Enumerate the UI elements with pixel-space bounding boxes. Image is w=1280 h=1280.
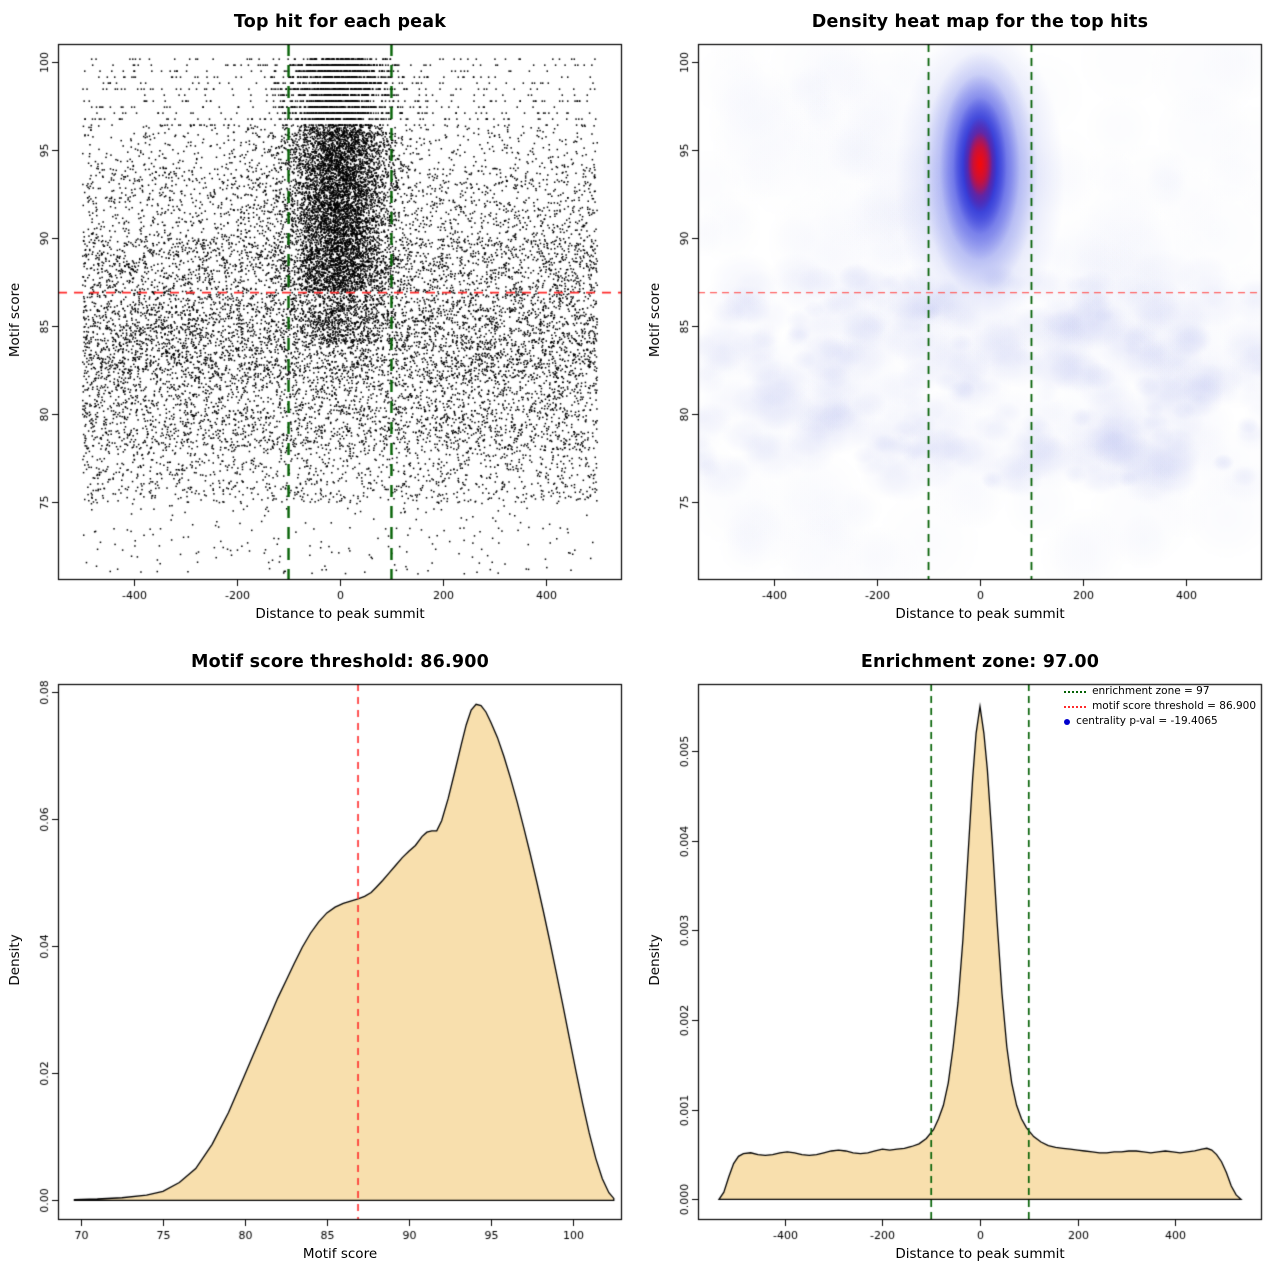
x-axis-label: Distance to peak summit <box>255 606 425 622</box>
legend-label: centrality p-val = -19.4065 <box>1076 715 1218 727</box>
scatter-plot-canvas <box>0 0 640 640</box>
plot-title: Enrichment zone: 97.00 <box>860 652 1100 672</box>
y-axis-label: Motif score <box>7 282 23 358</box>
blue-point-swatch <box>1064 718 1071 725</box>
y-axis-label: Density <box>7 934 23 986</box>
motif-density-canvas <box>0 640 640 1280</box>
legend-item-centrality-pval: centrality p-val = -19.4065 <box>1064 714 1256 729</box>
panel-enrichment-zone-density: Enrichment zone: 97.00 Distance to peak … <box>640 640 1280 1280</box>
legend-label: motif score threshold = 86.900 <box>1092 700 1256 712</box>
distance-density-canvas <box>640 640 1280 1280</box>
x-axis-label: Distance to peak summit <box>895 1246 1065 1262</box>
red-dotted-line-swatch <box>1064 705 1087 708</box>
plot-title: Top hit for each peak <box>233 12 447 32</box>
heatmap-canvas <box>640 0 1280 640</box>
legend: enrichment zone = 97 motif score thresho… <box>1064 684 1256 729</box>
y-axis-label: Density <box>647 934 663 986</box>
y-axis-label: Motif score <box>647 282 663 358</box>
legend-item-motif-threshold: motif score threshold = 86.900 <box>1064 699 1256 714</box>
plot-title: Density heat map for the top hits <box>811 12 1149 32</box>
x-axis-label: Motif score <box>302 1246 378 1262</box>
panel-motif-score-density: Motif score threshold: 86.900 Motif scor… <box>0 640 640 1280</box>
legend-item-enrichment-zone: enrichment zone = 97 <box>1064 684 1256 699</box>
green-dotted-line-swatch <box>1064 690 1087 693</box>
panel-top-hit-scatter: Top hit for each peak Distance to peak s… <box>0 0 640 640</box>
plot-title: Motif score threshold: 86.900 <box>190 652 490 672</box>
legend-label: enrichment zone = 97 <box>1092 685 1210 697</box>
panel-density-heatmap: Density heat map for the top hits Distan… <box>640 0 1280 640</box>
x-axis-label: Distance to peak summit <box>895 606 1065 622</box>
